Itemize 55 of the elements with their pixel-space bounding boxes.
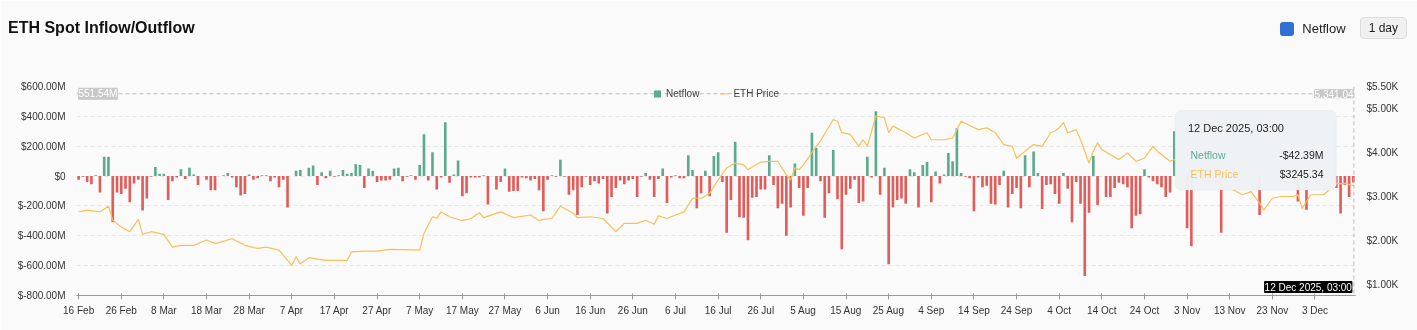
y-tick-label: $600.00M xyxy=(21,81,66,92)
x-tick-label: 25 Aug xyxy=(872,304,904,316)
y2-tick-label: $5.00K xyxy=(1366,103,1399,114)
x-tick-label: 4 Sep xyxy=(918,304,945,316)
y-tick-label: $-800.00M xyxy=(17,290,66,301)
x-tick-label: 14 Sep xyxy=(958,304,991,316)
annotation: $3245.34 xyxy=(1279,168,1324,181)
y-tick-label: $-400.00M xyxy=(17,230,66,242)
x-tick-label: 17 May xyxy=(445,304,479,316)
legend-label: Netflow xyxy=(666,87,700,99)
x-tick-label: 23 Nov xyxy=(1256,304,1289,316)
x-tick-label: 26 Jun xyxy=(617,304,648,316)
x-tick-label: 7 Apr xyxy=(279,304,304,316)
x-tick-label: 15 Aug xyxy=(830,304,862,316)
x-tick-label: 16 Feb xyxy=(63,304,95,316)
y-tick-label: $-600.00M xyxy=(17,260,66,272)
text: Netflow xyxy=(1302,21,1346,37)
annotation: Netflow xyxy=(1190,149,1226,162)
legend-label: ETH Price xyxy=(733,87,779,99)
x-tick-label: 16 Jul xyxy=(704,304,732,316)
x-tick-label: 27 May xyxy=(488,304,522,316)
x-tick-label: 28 Mar xyxy=(233,304,266,316)
chart-title: ETH Spot Inflow/Outflow xyxy=(8,19,195,37)
x-tick-label: 24 Oct xyxy=(1129,304,1160,316)
x-tick-label: 4 Oct xyxy=(1047,304,1072,316)
x-tick-label: 18 Mar xyxy=(190,304,223,316)
ref-line-label: 12 Dec 2025, 03:00 xyxy=(1264,281,1353,293)
x-tick-label: 26 Feb xyxy=(105,304,138,316)
x-tick-label: 6 Jul xyxy=(664,304,687,316)
x-tick-label: 3 Dec xyxy=(1301,304,1329,316)
annotation: ETH Price xyxy=(1190,168,1239,181)
y2-tick-label: $3.00K xyxy=(1366,191,1399,202)
x-tick-label: 6 Jun xyxy=(535,304,560,316)
x-tick-label: 17 Apr xyxy=(319,304,350,316)
x-tick-label: 8 Mar xyxy=(151,304,178,316)
x-tick-label: 14 Oct xyxy=(1087,304,1117,316)
y-tick-label: $-200.00M xyxy=(17,200,66,212)
y2-tick-label: $4.00K xyxy=(1366,147,1399,158)
y2-tick-label: $5.50K xyxy=(1366,81,1399,92)
x-tick-label: 24 Sep xyxy=(1000,304,1033,316)
text: 1 day xyxy=(1359,17,1407,39)
annotation: 12 Dec 2025, 03:00 xyxy=(1187,122,1284,135)
y-tick-label: $400.00M xyxy=(21,110,66,122)
x-tick-label: 7 May xyxy=(406,304,434,316)
x-tick-label: 13 Nov xyxy=(1213,304,1246,316)
y-tick-label: $0 xyxy=(54,170,66,182)
x-tick-label: 27 Apr xyxy=(362,304,392,316)
y2-tick-label: $2.00K xyxy=(1366,235,1399,246)
x-tick-label: 5 Aug xyxy=(790,304,816,316)
x-tick-label: 26 Jul xyxy=(747,304,775,316)
x-tick-label: 16 Jun xyxy=(575,304,606,316)
x-tick-label: 3 Nov xyxy=(1174,304,1201,316)
y-tick-label: $200.00M xyxy=(21,140,66,152)
annotation: -$42.39M xyxy=(1279,149,1324,162)
y2-tick-label: $1.00K xyxy=(1366,279,1399,290)
